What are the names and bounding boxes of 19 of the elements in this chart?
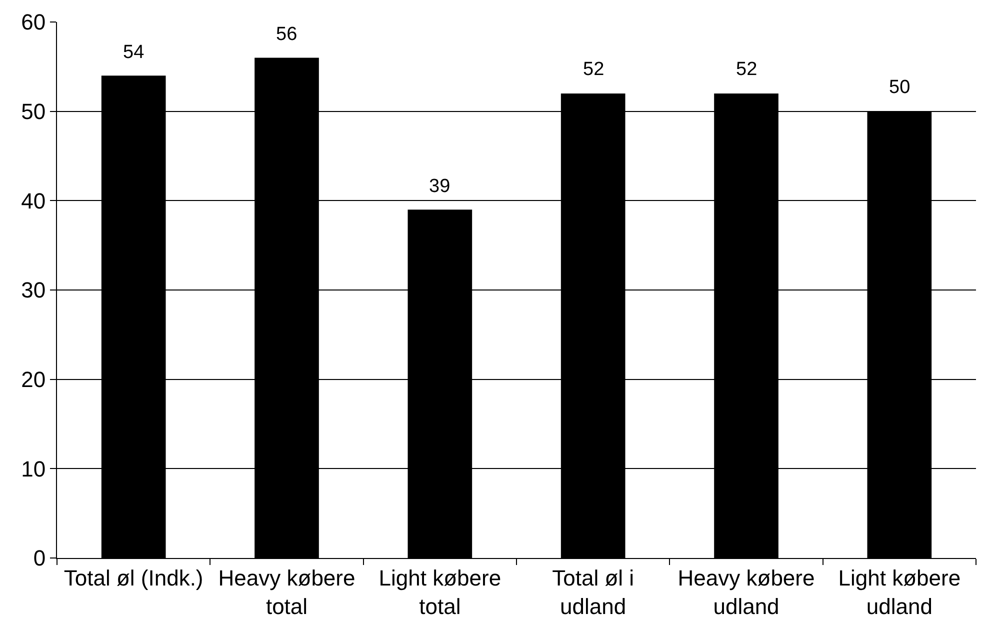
y-tick-label: 50 — [21, 99, 46, 124]
x-tick-label: Heavy købere total — [218, 565, 356, 619]
y-tick-label: 10 — [21, 456, 46, 482]
x-tick-label: Light købere udland — [838, 565, 961, 619]
y-tick-label: 60 — [21, 10, 46, 35]
y-tick-label: 30 — [21, 278, 46, 303]
data-label: 39 — [429, 176, 450, 197]
x-tick-label: Total øl (Indk.) — [64, 565, 204, 590]
y-tick-label: 20 — [21, 367, 46, 392]
x-tick-label: Total øl i udland — [552, 565, 634, 619]
data-label: 50 — [889, 77, 910, 98]
data-label: 56 — [276, 24, 298, 45]
data-label: 54 — [123, 42, 145, 63]
y-tick-label: 0 — [33, 546, 46, 571]
x-tick-label: Light købere total — [378, 565, 502, 619]
x-tick-label: Heavy købere udland — [678, 565, 815, 619]
y-tick-label: 40 — [21, 188, 46, 214]
data-label: 52 — [736, 59, 758, 80]
data-label: 52 — [583, 59, 604, 80]
